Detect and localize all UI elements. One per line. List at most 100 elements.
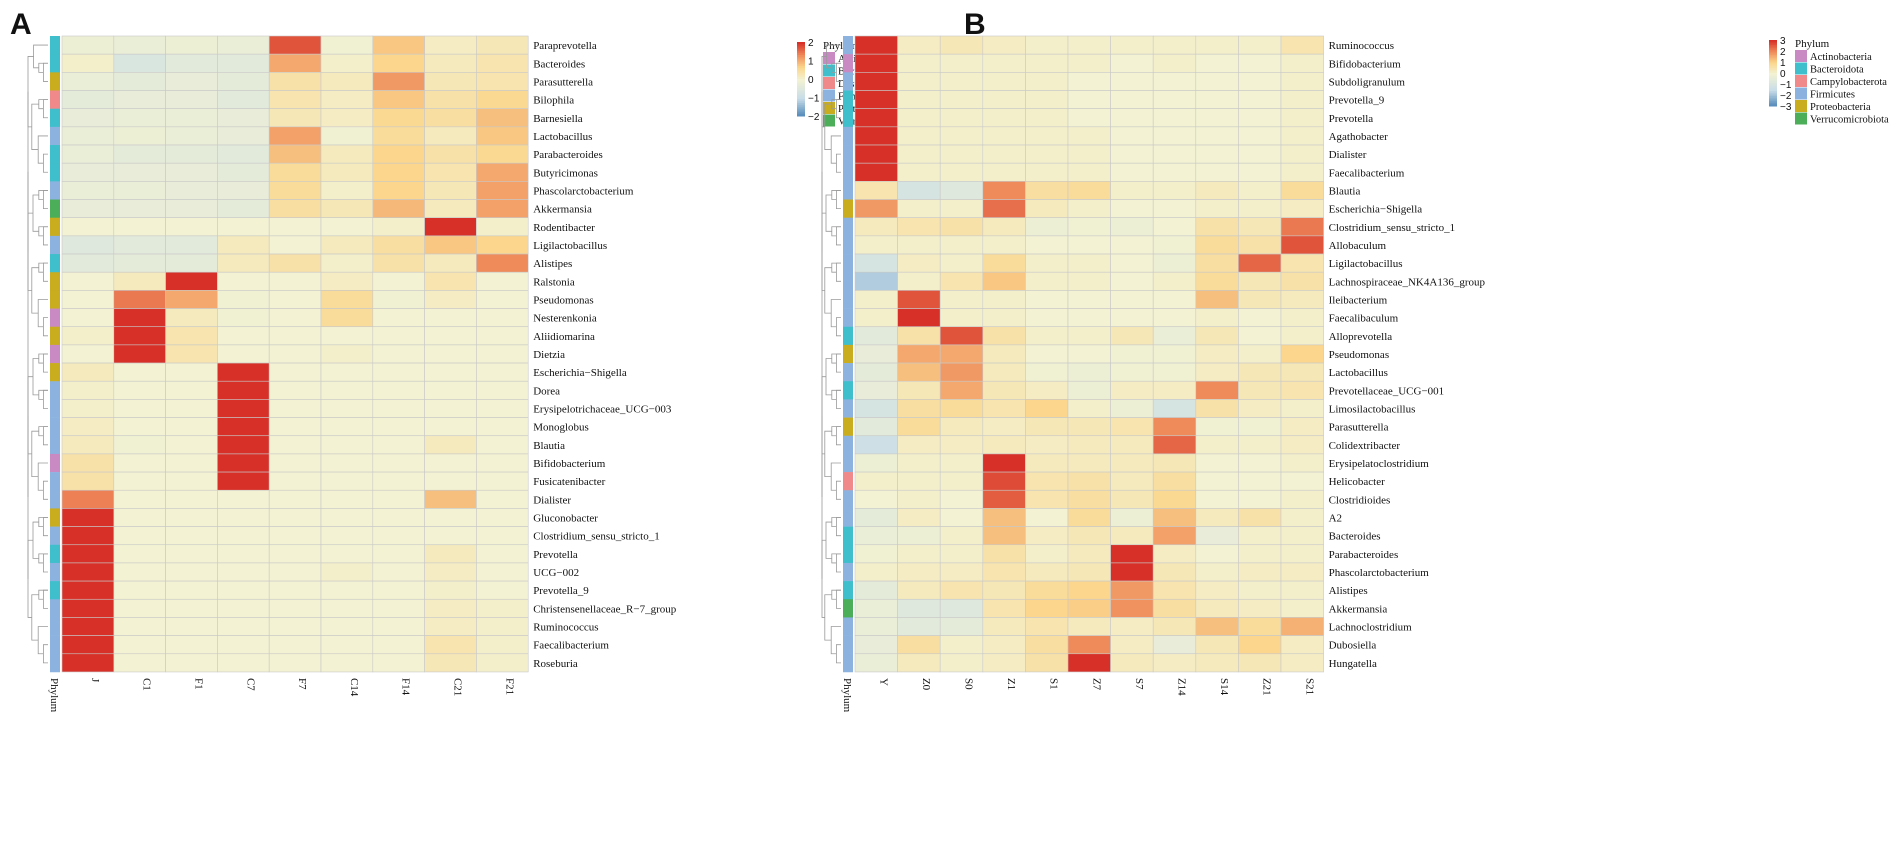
legend-scale-step xyxy=(1769,61,1777,64)
heatmap-cell xyxy=(1280,489,1324,509)
phylum-strip-cell xyxy=(50,581,60,600)
dendrogram-branch xyxy=(825,521,832,559)
heatmap-cell xyxy=(476,90,529,109)
row-label: Dietzia xyxy=(533,349,565,361)
heatmap-cell xyxy=(268,508,322,527)
heatmap-cell xyxy=(320,290,374,309)
heatmap-cell xyxy=(1152,453,1197,473)
panel-b-letter: B xyxy=(964,8,986,41)
heatmap-cell xyxy=(982,308,1026,328)
heatmap-cell xyxy=(897,326,941,346)
row-label: Lactobacillus xyxy=(1329,367,1388,379)
heatmap-cell xyxy=(1195,35,1239,55)
heatmap-cell xyxy=(476,635,529,655)
row-label: Allobaculum xyxy=(1329,240,1387,252)
heatmap-cell xyxy=(1025,271,1069,291)
dendrogram-branch xyxy=(43,517,48,537)
heatmap-cell xyxy=(854,90,898,109)
heatmap-cell xyxy=(982,508,1026,527)
row-label: Faecalibacterium xyxy=(1329,167,1405,179)
heatmap-cell xyxy=(268,417,322,437)
heatmap-cell xyxy=(1238,508,1282,527)
heatmap-cell xyxy=(165,399,218,418)
heatmap-cell xyxy=(1238,199,1282,218)
phylum-strip-cell xyxy=(50,381,60,400)
heatmap-cell xyxy=(1067,598,1111,618)
legend-scale-step xyxy=(1769,79,1777,82)
phylum-strip-cell xyxy=(843,453,853,473)
row-label: Nesterenkonia xyxy=(533,313,597,325)
heatmap-cell xyxy=(1238,253,1282,273)
heatmap-cell xyxy=(424,380,477,400)
heatmap-cell xyxy=(1195,526,1239,546)
heatmap-cell xyxy=(165,526,218,546)
heatmap-cell xyxy=(165,290,218,309)
heatmap-cell xyxy=(1110,544,1154,564)
heatmap-cell xyxy=(1280,271,1324,291)
heatmap-cell xyxy=(320,344,374,364)
heatmap-cell xyxy=(854,508,898,527)
heatmap-cell xyxy=(217,544,270,564)
heatmap-cell xyxy=(217,235,270,255)
heatmap-cell xyxy=(61,362,115,382)
heatmap-cell xyxy=(372,417,425,437)
heatmap-cell xyxy=(939,53,984,73)
heatmap-cell xyxy=(61,326,115,346)
heatmap-cell xyxy=(1152,181,1197,200)
legend-scale-step xyxy=(797,51,805,54)
heatmap-cell xyxy=(320,253,374,273)
heatmap-cell xyxy=(165,108,218,128)
heatmap-cell xyxy=(1067,35,1111,55)
legend-scale-step xyxy=(797,104,805,108)
heatmap-cell xyxy=(424,308,477,328)
legend-swatch xyxy=(1795,50,1807,62)
heatmap-cell xyxy=(982,653,1026,673)
heatmap-cell xyxy=(217,217,270,237)
row-label: Prevotella xyxy=(1329,113,1374,125)
heatmap-cell xyxy=(939,253,984,273)
legend-scale-step xyxy=(1769,74,1777,77)
dendrogram-branch xyxy=(43,553,48,573)
row-label: Parabacteroides xyxy=(533,149,603,161)
heatmap-cell xyxy=(1195,217,1239,237)
legend-scale-step xyxy=(1769,76,1777,79)
heatmap-cell xyxy=(1238,489,1282,509)
row-label: Aliidiomarina xyxy=(533,331,595,343)
heatmap-cell xyxy=(897,435,941,455)
heatmap-cell xyxy=(1195,162,1239,182)
heatmap-cell xyxy=(1025,544,1069,564)
row-label: Prevotella xyxy=(533,549,578,561)
heatmap-cell xyxy=(424,144,477,164)
column-label: C1 xyxy=(141,678,153,691)
heatmap-cell xyxy=(939,508,984,527)
heatmap-cell xyxy=(424,362,477,382)
column-label: C14 xyxy=(348,678,360,697)
heatmap-cell xyxy=(217,290,270,309)
heatmap-cell xyxy=(217,35,270,55)
heatmap-cell xyxy=(1195,235,1239,255)
dendrogram-branch xyxy=(836,190,841,210)
heatmap-cell xyxy=(165,471,218,491)
heatmap-cell xyxy=(1238,162,1282,182)
heatmap-cell xyxy=(268,181,322,200)
heatmap-cell xyxy=(372,181,425,200)
heatmap-cell xyxy=(982,435,1026,455)
row-label: Clostridioides xyxy=(1329,494,1391,506)
heatmap-cell xyxy=(1280,362,1324,382)
heatmap-cell xyxy=(939,380,984,400)
heatmap-cell xyxy=(1238,399,1282,418)
dendrogram-branch xyxy=(43,644,48,664)
row-label: Blautia xyxy=(1329,185,1361,197)
heatmap-cell xyxy=(476,380,529,400)
heatmap-cell xyxy=(1238,417,1282,437)
heatmap-cell xyxy=(1195,126,1239,146)
legend-scale-tick: −1 xyxy=(1780,80,1792,91)
phylum-strip-cell xyxy=(50,90,60,109)
row-label: Dialister xyxy=(1329,149,1367,161)
legend-scale-step xyxy=(797,67,805,71)
heatmap-cell xyxy=(1152,144,1197,164)
heatmap-cell xyxy=(165,653,218,673)
heatmap-cell xyxy=(1280,435,1324,455)
row-label: Ruminococcus xyxy=(1329,40,1394,52)
heatmap-cell xyxy=(476,144,529,164)
